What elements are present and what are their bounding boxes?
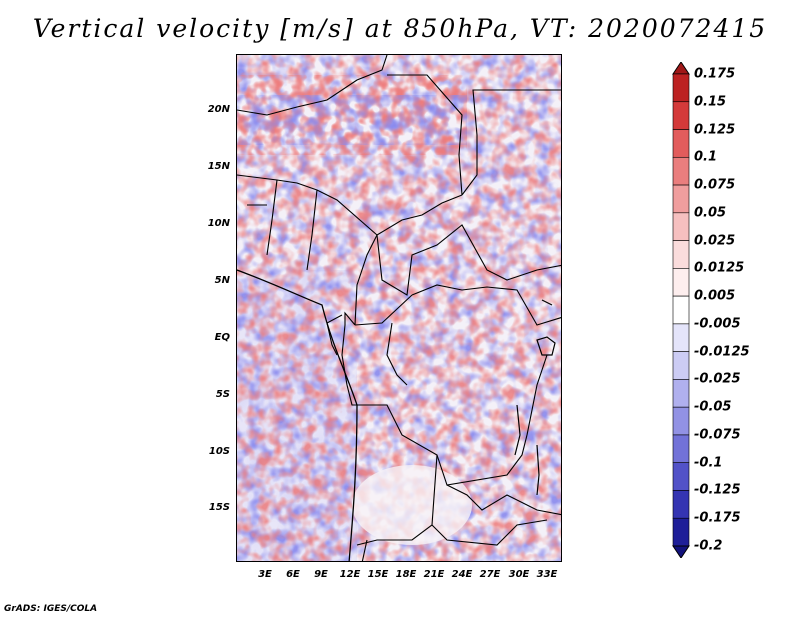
colorbar-label: -0.0125 [694,344,750,360]
y-label-5s: 5S [215,389,230,400]
colorbar-label: 0.175 [694,66,736,82]
velocity-map [236,54,562,562]
y-label-20n: 20N [207,104,230,115]
y-label-15n: 15N [207,161,230,172]
country-borders [237,55,561,561]
x-label-9e: 9E [314,569,328,580]
grads-footer: GrADS: IGES/COLA [4,604,98,614]
colorbar-segment [672,268,690,297]
colorbar-segment [672,212,690,241]
y-label-eq: EQ [214,332,230,343]
colorbar-label: -0.075 [694,427,741,443]
colorbar-segment [672,462,690,491]
y-label-15s: 15S [208,502,230,513]
x-label-33e: 33E [536,569,558,580]
colorbar-segment [672,517,690,547]
x-label-12e: 12E [339,569,361,580]
colorbar-segment [672,73,690,103]
colorbar-label: -0.2 [694,538,723,554]
x-label-18e: 18E [395,569,417,580]
colorbar-segment [672,295,690,325]
land-field-red [237,55,561,561]
y-label-10n: 10N [207,218,230,229]
colorbar-segment [672,406,690,436]
coastline [237,269,358,561]
colorbar-segment [672,184,690,214]
colorbar-label: -0.025 [694,371,741,387]
colorbar-label: 0.005 [694,288,736,304]
colorbar-label: -0.005 [694,316,741,332]
x-label-27e: 27E [479,569,501,580]
x-label-24e: 24E [451,569,473,580]
colorbar-bottom-arrow [672,545,690,559]
colorbar-label: -0.05 [694,399,732,415]
x-label-21e: 21E [423,569,445,580]
x-label-30e: 30E [508,569,530,580]
y-label-10s: 10S [208,446,230,457]
colorbar-segment [672,101,690,130]
colorbar-label: -0.125 [694,482,741,498]
colorbar [669,61,709,559]
colorbar-segment [672,156,690,186]
colorbar-label: 0.125 [694,122,736,138]
colorbar-label: 0.1 [694,149,718,165]
colorbar-segment [672,379,690,408]
colorbar-label: 0.05 [694,205,727,221]
colorbar-segment [672,323,690,352]
colorbar-segment [672,434,690,464]
colorbar-segment [672,351,690,380]
map-title: Vertical velocity [m/s] at 850hPa, VT: 2… [32,14,768,43]
x-label-3e: 3E [258,569,272,580]
colorbar-segment [672,490,690,519]
colorbar-label: 0.0125 [694,260,745,276]
y-label-5n: 5N [214,275,230,286]
colorbar-top-arrow [672,61,690,75]
x-label-6e: 6E [286,569,300,580]
colorbar-label: -0.1 [694,455,723,471]
colorbar-segment [672,240,690,269]
x-label-15e: 15E [367,569,389,580]
colorbar-label: 0.025 [694,233,736,249]
lakes [514,299,556,496]
colorbar-label: -0.175 [694,510,741,526]
colorbar-segment [672,129,690,158]
colorbar-label: 0.15 [694,94,727,110]
colorbar-label: 0.075 [694,177,736,193]
